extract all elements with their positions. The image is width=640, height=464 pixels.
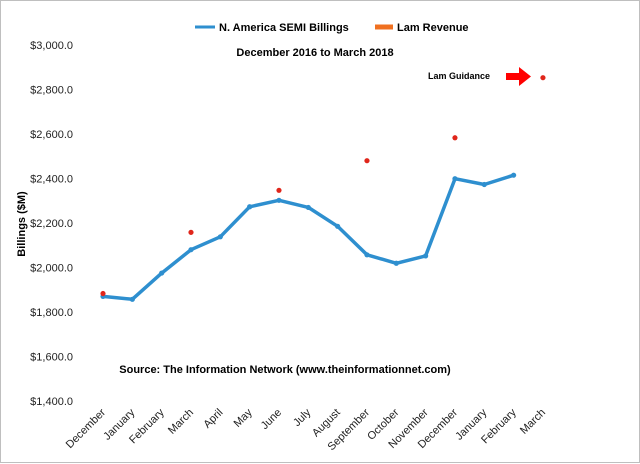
billings-point	[393, 260, 399, 266]
lam-revenue-point	[100, 290, 106, 297]
y-tick-label: $2,200.0	[30, 218, 73, 230]
lam-revenue-point	[276, 187, 282, 193]
billings-point	[188, 247, 194, 253]
y-tick-label: $2,600.0	[30, 129, 73, 141]
billings-point	[364, 252, 370, 258]
y-axis-label: Billings ($M)	[16, 191, 28, 257]
x-tick-label: March	[518, 407, 548, 437]
billings-point	[335, 223, 341, 229]
billings-point	[452, 176, 458, 182]
y-axis: $1,400.0 $1,600.0 $1,800.0 $2,000.0 $2,200.0…	[30, 40, 73, 408]
legend-billings-label: N. America SEMI Billings	[219, 22, 349, 34]
lam-revenue-point	[540, 75, 546, 81]
y-tick-label: $1,800.0	[30, 307, 73, 319]
guidance-arrow-icon	[506, 67, 531, 86]
guidance-annotation: Lam Guidance	[428, 67, 531, 86]
y-tick-label: $3,000.0	[30, 40, 73, 52]
y-tick-label: $1,400.0	[30, 396, 73, 408]
x-tick-label: July	[291, 406, 314, 429]
series-layer	[100, 75, 546, 302]
source-note: Source: The Information Network (www.the…	[119, 364, 451, 376]
legend: N. America SEMI Billings Lam Revenue	[195, 22, 469, 34]
billings-point	[129, 296, 135, 302]
billings-point	[159, 270, 165, 276]
y-tick-label: $2,400.0	[30, 174, 73, 186]
y-tick-label: $1,600.0	[30, 352, 73, 364]
billings-point	[217, 234, 223, 240]
billings-point	[276, 197, 282, 203]
billings-point	[305, 204, 311, 211]
legend-lam-label: Lam Revenue	[397, 22, 469, 34]
billings-point	[247, 204, 253, 210]
lam-revenue-point	[364, 158, 370, 164]
billings-point	[481, 181, 487, 188]
x-tick-label: June	[259, 407, 284, 432]
x-tick-label: December	[64, 406, 109, 451]
x-tick-label: April	[201, 407, 225, 431]
billings-point	[423, 253, 429, 259]
x-tick-label: May	[232, 406, 256, 430]
guidance-label: Lam Guidance	[428, 71, 490, 81]
lam-revenue-point	[188, 229, 194, 235]
billings-line	[101, 173, 516, 302]
y-tick-label: $2,800.0	[30, 85, 73, 97]
x-tick-label: March	[166, 407, 196, 437]
billings-point	[511, 172, 517, 178]
chart-subtitle: December 2016 to March 2018	[236, 47, 393, 59]
lam-revenue-point	[452, 135, 458, 141]
y-tick-label: $2,000.0	[30, 263, 73, 275]
